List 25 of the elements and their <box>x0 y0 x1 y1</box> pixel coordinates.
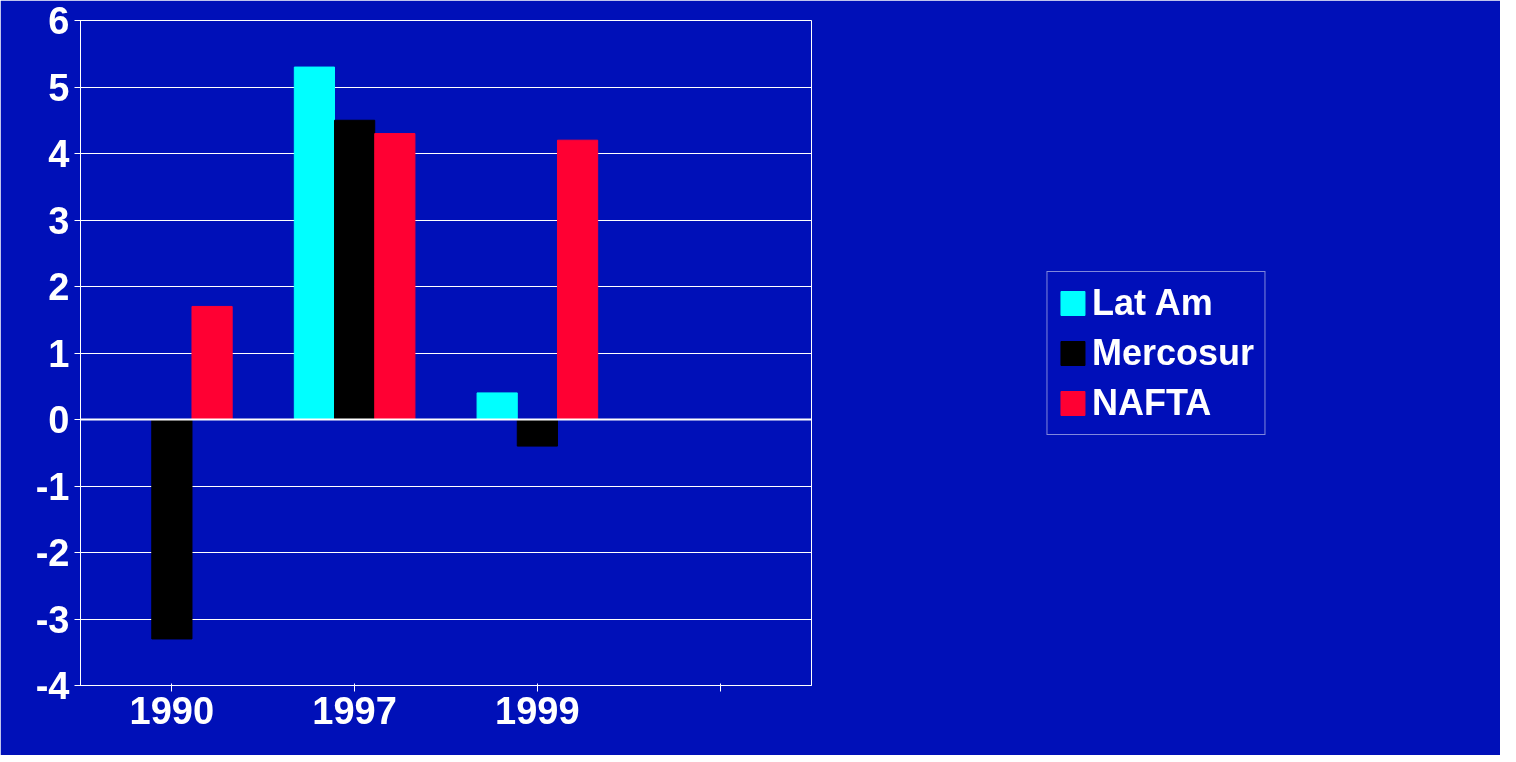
bar <box>476 392 518 420</box>
y-tick-label: 1 <box>48 332 70 375</box>
y-tick-label: -3 <box>35 598 70 641</box>
y-tick-label: -2 <box>35 532 70 574</box>
x-tick-label: 1999 <box>495 689 580 732</box>
bar <box>191 305 233 420</box>
x-tick-label: 1997 <box>312 689 397 732</box>
bar <box>293 66 336 420</box>
x-tick-label: 1990 <box>129 689 215 732</box>
bar <box>556 139 599 420</box>
y-tick-label: 5 <box>48 66 70 109</box>
y-tick-label: -4 <box>35 665 70 707</box>
y-tick-label: 4 <box>48 133 70 175</box>
legend-label: Mercosur <box>1091 331 1255 374</box>
bar <box>151 419 193 640</box>
legend-label: Lat Am <box>1091 281 1213 324</box>
y-tick-label: -1 <box>35 465 70 508</box>
y-tick-label: 3 <box>48 199 70 242</box>
y-tick-label: 0 <box>48 399 70 441</box>
bar <box>516 419 558 447</box>
bar <box>334 119 376 420</box>
bar <box>374 133 416 420</box>
legend-label: NAFTA <box>1091 381 1212 424</box>
y-tick-label: 2 <box>48 266 70 308</box>
y-tick-label: 6 <box>48 0 70 42</box>
